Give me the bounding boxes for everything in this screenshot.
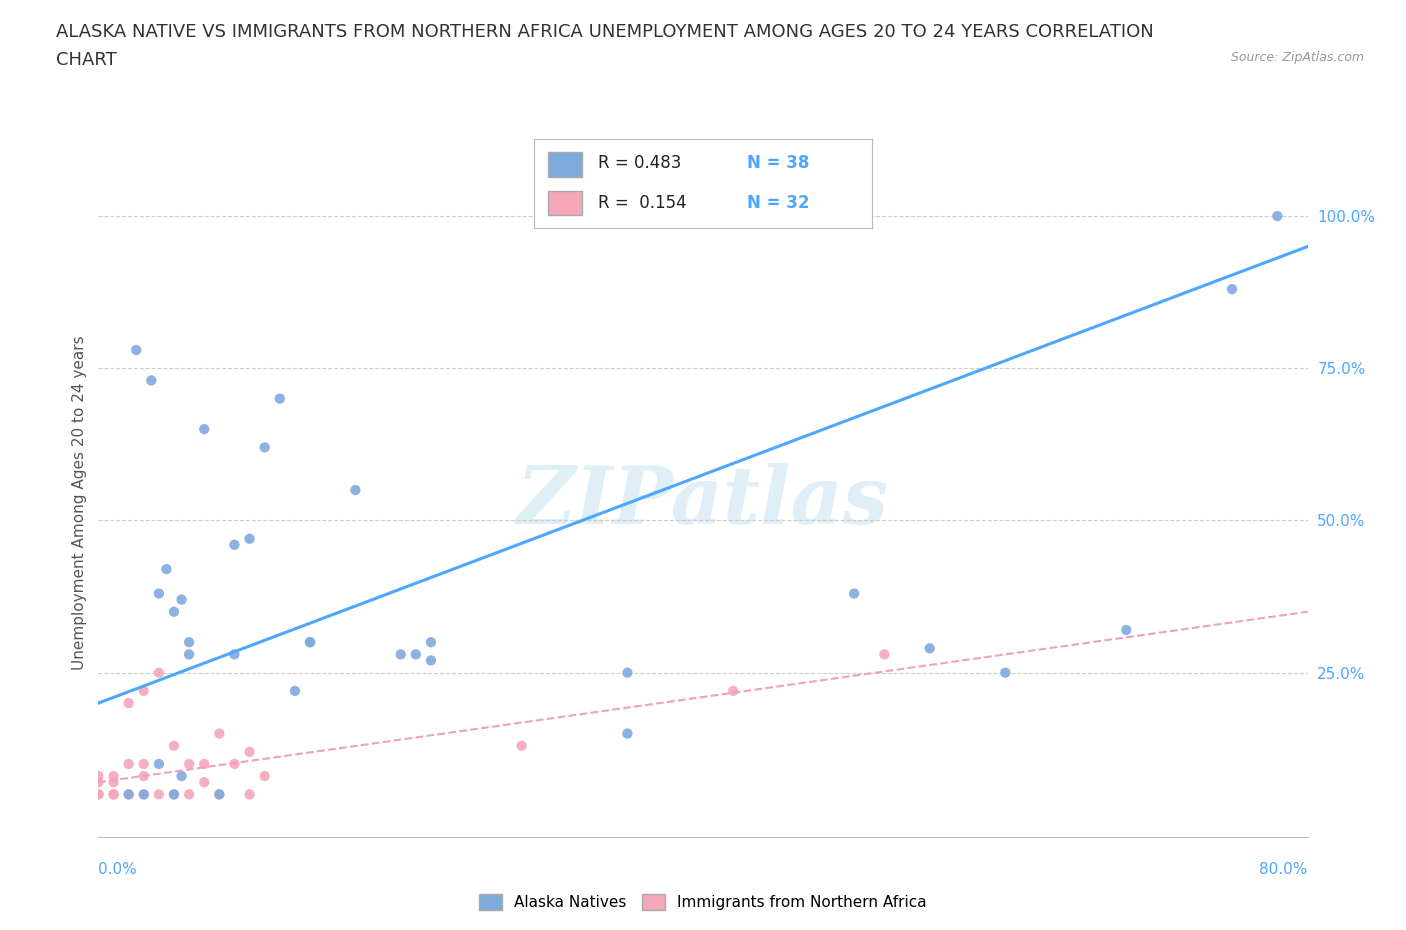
Point <box>253 440 276 455</box>
Point <box>284 684 307 698</box>
Point <box>148 756 170 771</box>
Point <box>193 421 215 436</box>
Point <box>510 738 533 753</box>
Point <box>269 392 291 406</box>
Point <box>224 756 246 771</box>
Point <box>299 635 322 650</box>
Text: R = 0.483: R = 0.483 <box>599 154 682 172</box>
Point <box>239 787 262 802</box>
Point <box>873 647 896 662</box>
Text: N = 38: N = 38 <box>747 154 810 172</box>
Point <box>299 635 322 650</box>
Point <box>239 744 262 759</box>
Legend: Alaska Natives, Immigrants from Northern Africa: Alaska Natives, Immigrants from Northern… <box>472 888 934 916</box>
FancyBboxPatch shape <box>548 152 582 177</box>
Point <box>132 684 155 698</box>
Text: CHART: CHART <box>56 51 117 69</box>
Point <box>125 342 148 357</box>
Point <box>193 756 215 771</box>
Text: Source: ZipAtlas.com: Source: ZipAtlas.com <box>1230 51 1364 64</box>
FancyBboxPatch shape <box>548 191 582 216</box>
Point <box>132 769 155 784</box>
Point <box>118 787 141 802</box>
Point <box>844 586 866 601</box>
Point <box>103 787 125 802</box>
Text: N = 32: N = 32 <box>747 194 810 212</box>
Text: 80.0%: 80.0% <box>1260 862 1308 877</box>
Point <box>103 769 125 784</box>
Point <box>163 787 186 802</box>
Point <box>87 787 110 802</box>
Point <box>177 756 201 771</box>
Point <box>118 756 141 771</box>
Point <box>208 726 231 741</box>
Point <box>224 647 246 662</box>
Point <box>148 787 170 802</box>
Point <box>208 787 231 802</box>
Point <box>103 787 125 802</box>
Point <box>208 787 231 802</box>
Point <box>132 787 155 802</box>
Text: R =  0.154: R = 0.154 <box>599 194 688 212</box>
Point <box>103 775 125 790</box>
Point <box>389 647 412 662</box>
Point <box>148 665 170 680</box>
Point <box>87 775 110 790</box>
Point <box>616 726 638 741</box>
Point <box>132 787 155 802</box>
Text: ALASKA NATIVE VS IMMIGRANTS FROM NORTHERN AFRICA UNEMPLOYMENT AMONG AGES 20 TO 2: ALASKA NATIVE VS IMMIGRANTS FROM NORTHER… <box>56 23 1154 41</box>
Point <box>118 696 141 711</box>
Point <box>87 787 110 802</box>
Point <box>155 562 177 577</box>
Point <box>177 635 201 650</box>
Text: ZIPatlas: ZIPatlas <box>517 463 889 541</box>
Point <box>239 531 262 546</box>
Point <box>721 684 744 698</box>
Point <box>224 538 246 552</box>
Point <box>163 738 186 753</box>
Point <box>1220 282 1243 297</box>
Point <box>141 373 163 388</box>
Text: 0.0%: 0.0% <box>98 862 138 877</box>
Point <box>344 483 367 498</box>
Point <box>405 647 427 662</box>
Point <box>918 641 941 656</box>
Point <box>118 787 141 802</box>
Point <box>193 775 215 790</box>
Point <box>419 635 441 650</box>
Point <box>616 665 638 680</box>
Point <box>994 665 1017 680</box>
Point <box>177 647 201 662</box>
Point <box>148 586 170 601</box>
Point <box>132 756 155 771</box>
Y-axis label: Unemployment Among Ages 20 to 24 years: Unemployment Among Ages 20 to 24 years <box>72 335 87 670</box>
Point <box>177 787 201 802</box>
Point <box>253 769 276 784</box>
Point <box>419 653 441 668</box>
Point <box>163 787 186 802</box>
Point <box>87 769 110 784</box>
Point <box>1115 622 1137 637</box>
Point <box>170 592 193 607</box>
Point <box>170 769 193 784</box>
Point <box>1265 208 1288 223</box>
Point <box>163 604 186 619</box>
